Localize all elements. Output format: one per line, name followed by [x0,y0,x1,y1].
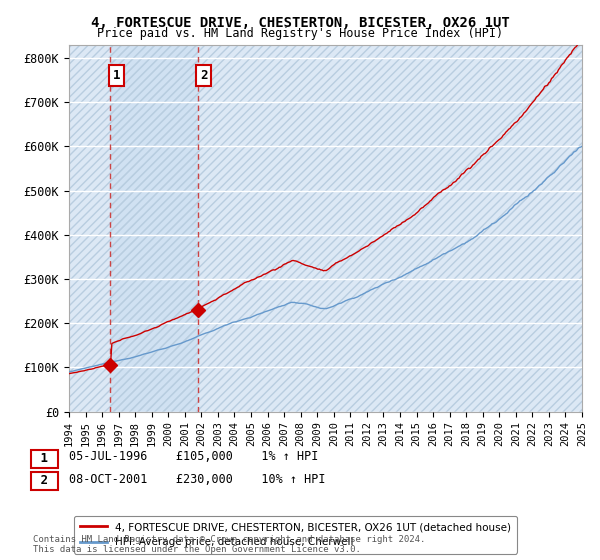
Text: 1: 1 [113,69,121,82]
Text: 08-OCT-2001    £230,000    10% ↑ HPI: 08-OCT-2001 £230,000 10% ↑ HPI [69,473,325,486]
Text: 2: 2 [33,474,56,487]
Bar [110,45,197,412]
Text: Price paid vs. HM Land Registry's House Price Index (HPI): Price paid vs. HM Land Registry's House … [97,27,503,40]
Text: 05-JUL-1996    £105,000    1% ↑ HPI: 05-JUL-1996 £105,000 1% ↑ HPI [69,450,319,463]
Legend: 4, FORTESCUE DRIVE, CHESTERTON, BICESTER, OX26 1UT (detached house), HPI: Averag: 4, FORTESCUE DRIVE, CHESTERTON, BICESTER… [74,516,517,553]
Bar [110,45,197,412]
Text: 2: 2 [200,69,208,82]
Text: 4, FORTESCUE DRIVE, CHESTERTON, BICESTER, OX26 1UT: 4, FORTESCUE DRIVE, CHESTERTON, BICESTER… [91,16,509,30]
Text: 1: 1 [33,452,56,465]
Text: Contains HM Land Registry data © Crown copyright and database right 2024.
This d: Contains HM Land Registry data © Crown c… [33,535,425,554]
